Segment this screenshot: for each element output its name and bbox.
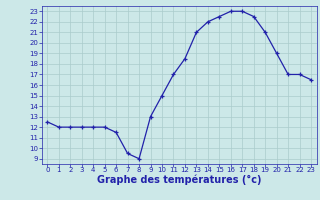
X-axis label: Graphe des températures (°c): Graphe des températures (°c) bbox=[97, 175, 261, 185]
